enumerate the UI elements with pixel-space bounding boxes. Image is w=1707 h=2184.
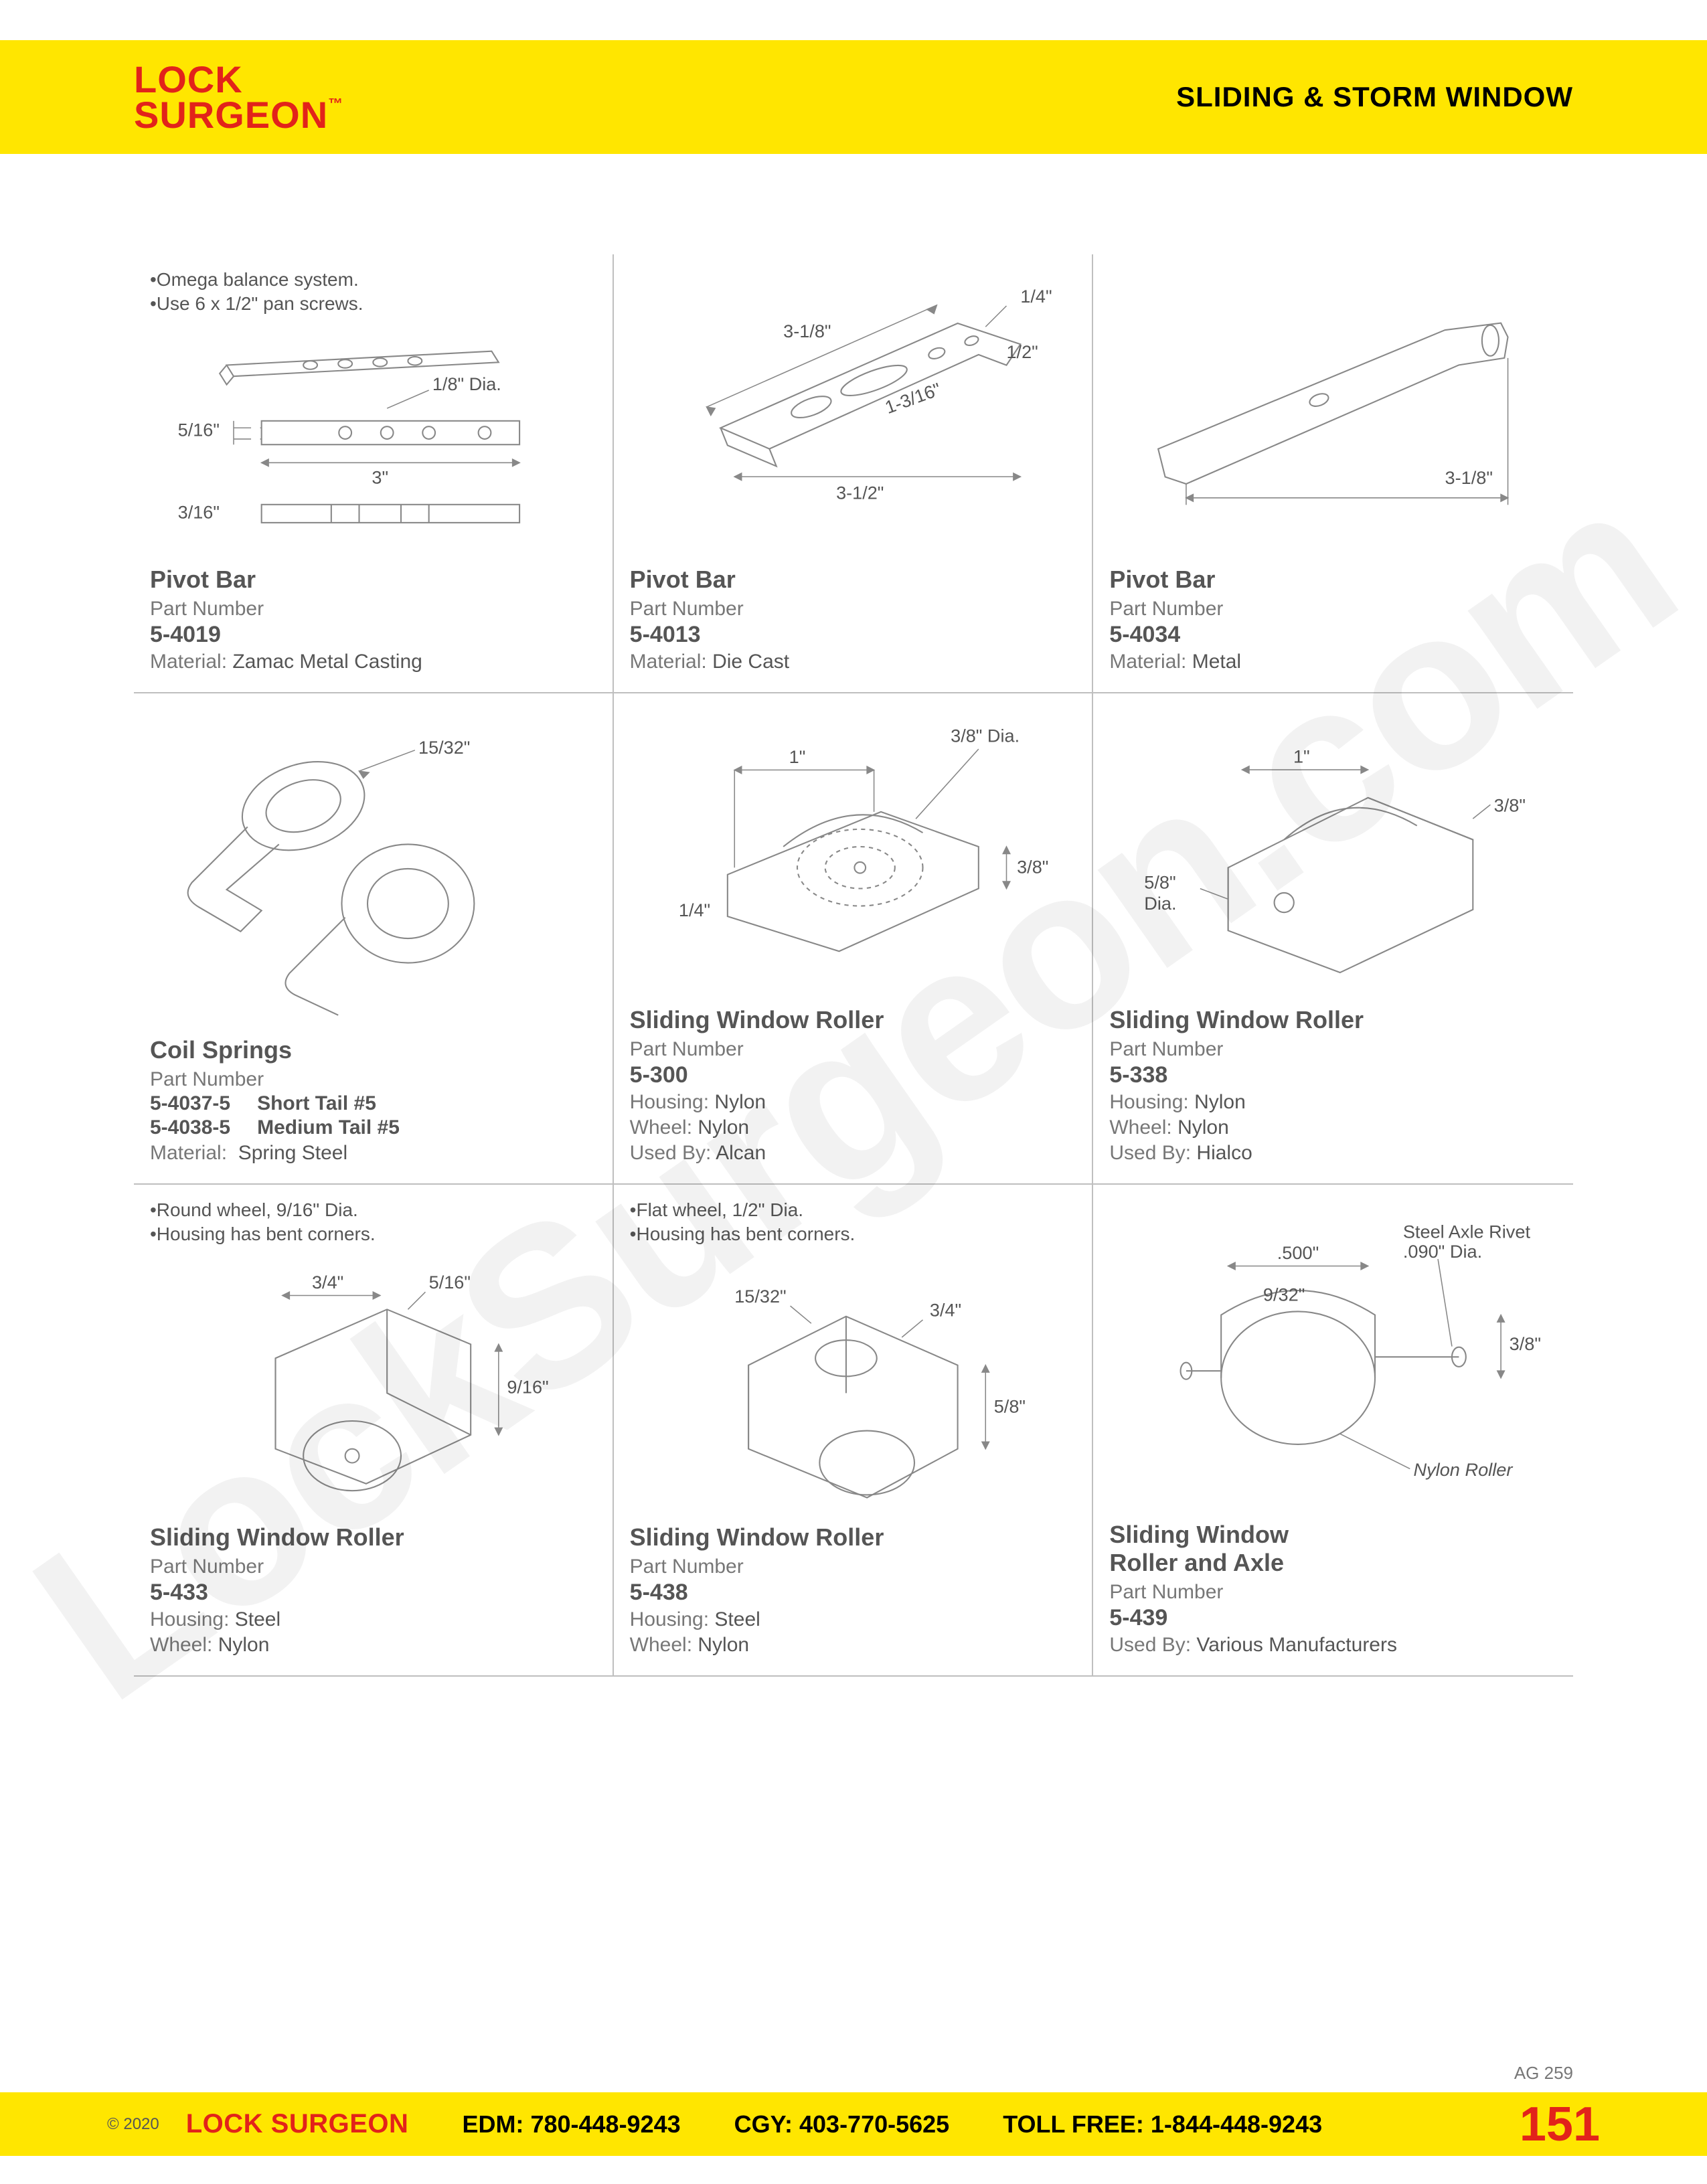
brand-line2: SURGEON [134, 94, 328, 136]
svg-text:1": 1" [1293, 746, 1310, 767]
part-number-label: Part Number [150, 598, 596, 620]
svg-text:1/4": 1/4" [679, 900, 710, 920]
product-illustration: 15/32" 3/4" 5/8" [630, 1254, 1076, 1519]
part-number-label: Part Number [1109, 1038, 1557, 1061]
product-cell: .500" 9/32" Steel Axle Rivet.090" Dia. 3… [1093, 1185, 1573, 1676]
brand-tm: ™ [328, 95, 343, 112]
copyright: © 2020 [107, 2115, 159, 2134]
svg-text:1/2": 1/2" [1006, 341, 1038, 362]
part-number: 5-439 [1109, 1605, 1557, 1631]
part-number-label: Part Number [630, 1556, 1076, 1578]
product-cell: 15/32" Coil Springs Part Number 5-4037-5… [134, 693, 614, 1183]
material-line: Material: Metal [1109, 651, 1557, 673]
product-illustration: 1" 3/8" 5/8"Dia. [1109, 707, 1557, 1001]
page-title: SLIDING & STORM WINDOW [1176, 81, 1573, 113]
svg-text:Steel Axle Rivet.090" Dia.: Steel Axle Rivet.090" Dia. [1403, 1221, 1531, 1261]
svg-text:3/4": 3/4" [312, 1272, 343, 1292]
product-title: Sliding Window Roller and Axle [1109, 1521, 1289, 1577]
svg-text:5/16": 5/16" [178, 420, 220, 440]
svg-text:15/32": 15/32" [734, 1285, 786, 1306]
product-illustration: 3-1/8" [1109, 268, 1557, 560]
svg-text:3-1/8": 3-1/8" [1445, 467, 1493, 488]
material-line: Material: Zamac Metal Casting [150, 651, 596, 673]
svg-text:.500": .500" [1277, 1242, 1319, 1263]
svg-text:3/8": 3/8" [1494, 795, 1526, 816]
svg-text:5/8"Dia.: 5/8"Dia. [1145, 872, 1177, 914]
product-cell: 3-1/8" Pivot Bar Part Number 5-4034 Mate… [1093, 254, 1573, 692]
part-number: 5-4013 [630, 622, 1076, 648]
product-cell: •Flat wheel, 1/2" Dia. •Housing has bent… [614, 1185, 1094, 1676]
svg-text:1/8" Dia.: 1/8" Dia. [432, 373, 501, 394]
page-footer: © 2020 LOCK SURGEON EDM: 780-448-9243 CG… [0, 2092, 1707, 2156]
grid-row: •Round wheel, 9/16" Dia. •Housing has be… [134, 1185, 1573, 1677]
svg-text:1/4": 1/4" [1020, 286, 1052, 307]
product-cell: •Omega balance system. •Use 6 x 1/2" pan… [134, 254, 614, 692]
product-grid: •Omega balance system. •Use 6 x 1/2" pan… [134, 254, 1573, 1677]
product-illustration: 1" 3/8" Dia. 1/4" 3/8" [630, 707, 1076, 1001]
svg-text:1": 1" [789, 746, 805, 767]
part-number: 5-433 [150, 1580, 596, 1606]
footer-edm: EDM: 780-448-9243 [462, 2110, 680, 2138]
svg-text:3/8": 3/8" [1510, 1333, 1541, 1354]
part-number-row: 5-4037-5 Short Tail #5 [150, 1091, 596, 1115]
svg-text:Nylon Roller: Nylon Roller [1414, 1459, 1514, 1480]
part-number-row: 5-4038-5 Medium Tail #5 [150, 1115, 596, 1139]
svg-text:9/16": 9/16" [507, 1376, 548, 1397]
product-title: Sliding Window Roller [150, 1523, 596, 1551]
product-illustration: 3-1/8" 1/4" 1/2" 1-3/16" 3-1/2" [630, 268, 1076, 560]
page-header: LOCK SURGEON™ SLIDING & STORM WINDOW [0, 40, 1707, 154]
material-line: Material: Spring Steel [150, 1142, 596, 1165]
product-cell: 1" 3/8" Dia. 1/4" 3/8" Sliding Window Ro… [614, 693, 1094, 1183]
product-title: Sliding Window Roller [1109, 1006, 1557, 1034]
svg-text:3/16": 3/16" [178, 501, 220, 522]
product-title: Pivot Bar [630, 566, 1076, 594]
product-illustration: .500" 9/32" Steel Axle Rivet.090" Dia. 3… [1109, 1198, 1557, 1516]
part-number: 5-438 [630, 1580, 1076, 1606]
part-number: 5-4034 [1109, 622, 1557, 648]
product-title: Pivot Bar [150, 566, 596, 594]
svg-text:5/8": 5/8" [993, 1396, 1025, 1416]
product-illustration: 15/32" [150, 707, 596, 1031]
product-illustration: 1/8" Dia. 5/16" 3" [150, 323, 596, 560]
footer-brand: LOCK SURGEON [186, 2109, 409, 2139]
grid-row: 15/32" Coil Springs Part Number 5-4037-5… [134, 693, 1573, 1185]
svg-text:3-1/8": 3-1/8" [783, 321, 831, 341]
product-cell: 1" 3/8" 5/8"Dia. Sliding Window Roller P… [1093, 693, 1573, 1183]
product-title: Pivot Bar [1109, 566, 1557, 594]
part-number-label: Part Number [1109, 1581, 1557, 1604]
svg-text:3/8" Dia.: 3/8" Dia. [951, 726, 1020, 746]
brand-logo: LOCK SURGEON™ [134, 62, 343, 133]
material-line: Material: Die Cast [630, 651, 1076, 673]
product-title: Sliding Window Roller [630, 1523, 1076, 1551]
footer-tollfree: TOLL FREE: 1-844-448-9243 [1003, 2110, 1322, 2138]
product-title: Coil Springs [150, 1036, 596, 1064]
svg-text:3/8": 3/8" [1017, 857, 1048, 877]
svg-text:3": 3" [372, 467, 388, 487]
product-illustration: 3/4" 5/16" 9/16" [150, 1254, 596, 1519]
footer-cgy: CGY: 403-770-5625 [734, 2110, 950, 2138]
svg-text:9/32": 9/32" [1263, 1284, 1305, 1305]
grid-row: •Omega balance system. •Use 6 x 1/2" pan… [134, 254, 1573, 693]
product-title: Sliding Window Roller [630, 1006, 1076, 1034]
part-number: 5-300 [630, 1062, 1076, 1088]
svg-text:3-1/2": 3-1/2" [836, 483, 884, 503]
product-notes: •Omega balance system. •Use 6 x 1/2" pan… [150, 268, 596, 317]
part-number-label: Part Number [150, 1556, 596, 1578]
part-number: 5-338 [1109, 1062, 1557, 1088]
part-number: 5-4019 [150, 622, 596, 648]
part-number-label: Part Number [150, 1068, 596, 1091]
product-notes: •Round wheel, 9/16" Dia. •Housing has be… [150, 1198, 596, 1247]
svg-text:5/16": 5/16" [429, 1272, 471, 1292]
svg-text:15/32": 15/32" [418, 737, 470, 758]
product-notes: •Flat wheel, 1/2" Dia. •Housing has bent… [630, 1198, 1076, 1247]
svg-text:3/4": 3/4" [930, 1299, 961, 1320]
page-number: 151 [1520, 2097, 1600, 2152]
part-number-label: Part Number [1109, 598, 1557, 620]
product-cell: 3-1/8" 1/4" 1/2" 1-3/16" 3-1/2" Pivot Ba… [614, 254, 1094, 692]
ag-code: AG 259 [1514, 2063, 1573, 2084]
part-number-label: Part Number [630, 1038, 1076, 1061]
product-cell: •Round wheel, 9/16" Dia. •Housing has be… [134, 1185, 614, 1676]
part-number-label: Part Number [630, 598, 1076, 620]
